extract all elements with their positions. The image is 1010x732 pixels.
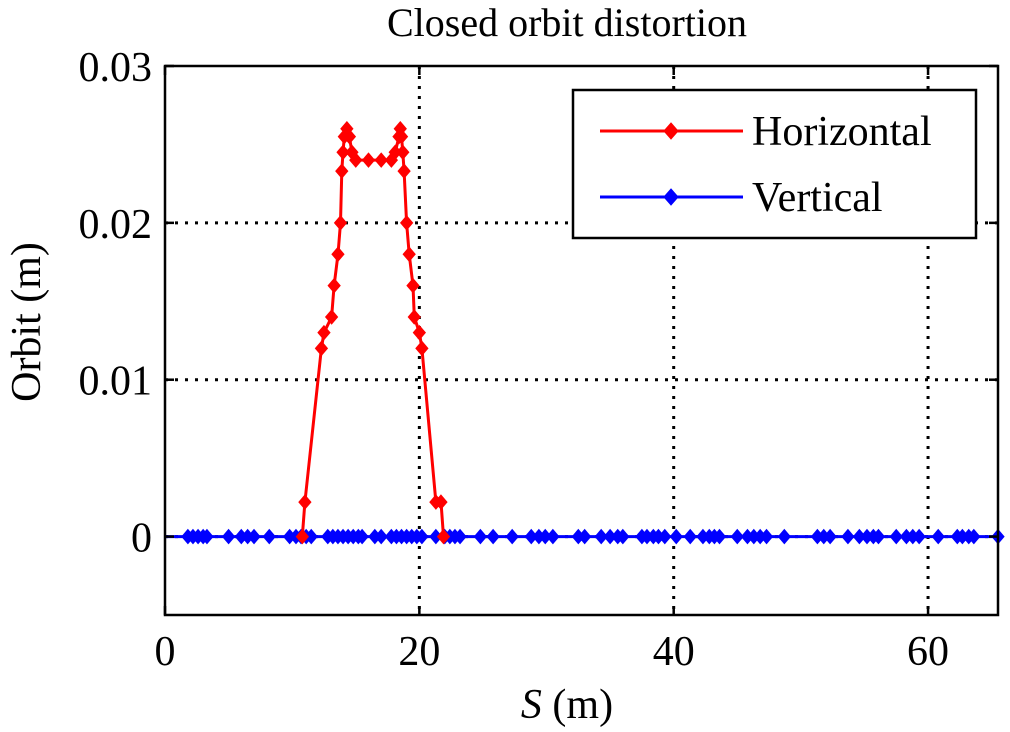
- x-tick-label: 20: [398, 629, 440, 675]
- x-tick-label: 40: [653, 629, 695, 675]
- data-point-horizontal: [434, 494, 448, 510]
- legend-marker-vertical: [663, 188, 679, 206]
- data-point-vertical: [823, 528, 837, 545]
- data-point-vertical: [473, 528, 488, 545]
- data-point-vertical: [247, 528, 261, 545]
- data-point-horizontal: [406, 277, 420, 294]
- data-point-vertical: [730, 528, 744, 545]
- data-point-horizontal: [336, 144, 350, 161]
- data-point-horizontal: [317, 324, 331, 341]
- data-point-vertical: [262, 528, 276, 545]
- y-tick-label: 0.03: [79, 45, 153, 91]
- data-point-horizontal: [361, 152, 376, 168]
- data-point-vertical: [967, 528, 981, 545]
- data-point-horizontal: [399, 215, 414, 231]
- data-point-vertical: [200, 528, 214, 545]
- series-layer: [165, 120, 1005, 545]
- data-point-vertical: [658, 528, 672, 545]
- data-point-horizontal: [407, 309, 421, 325]
- legend-label-vertical: Vertical: [752, 175, 883, 221]
- y-axis-label: Orbit (m): [4, 242, 50, 402]
- legend-label-horizontal: Horizontal: [752, 109, 932, 155]
- x-axis-variable: S: [521, 682, 542, 728]
- data-point-vertical: [889, 528, 903, 545]
- data-point-horizontal: [295, 528, 310, 545]
- axis-ticks: [163, 64, 998, 615]
- legend-marker-horizontal: [663, 122, 679, 140]
- data-point-horizontal: [342, 128, 357, 145]
- data-point-horizontal: [397, 163, 411, 179]
- chart-title: Closed orbit distortion: [387, 0, 747, 45]
- data-point-vertical: [841, 528, 855, 545]
- data-point-horizontal: [349, 152, 363, 168]
- data-point-vertical: [486, 528, 500, 545]
- data-point-horizontal: [374, 152, 388, 168]
- data-point-vertical: [931, 528, 945, 545]
- data-point-horizontal: [402, 246, 416, 262]
- plot-frame: [163, 64, 1000, 617]
- data-point-vertical: [594, 528, 608, 545]
- data-point-horizontal: [394, 128, 409, 145]
- data-point-vertical: [669, 528, 683, 545]
- data-point-horizontal: [333, 215, 348, 231]
- data-point-horizontal: [415, 340, 429, 357]
- data-point-horizontal: [298, 494, 312, 510]
- data-point-horizontal: [436, 528, 451, 545]
- data-point-horizontal: [396, 144, 410, 161]
- data-point-horizontal: [335, 163, 349, 179]
- data-point-vertical: [616, 528, 630, 545]
- data-point-vertical: [546, 528, 560, 545]
- x-axis-unit: (m): [542, 682, 613, 728]
- x-tick-label: 0: [155, 629, 176, 675]
- data-point-horizontal: [324, 309, 339, 325]
- legend-box: [571, 88, 978, 240]
- data-point-vertical: [759, 528, 774, 545]
- data-point-vertical: [683, 528, 697, 545]
- data-point-vertical: [712, 528, 727, 545]
- data-point-horizontal: [412, 324, 427, 341]
- tick-labels: 0 20 40 60 0 0.01 0.02 0.03: [79, 45, 950, 675]
- y-tick-label: 0: [131, 516, 152, 562]
- data-point-vertical: [578, 528, 592, 545]
- y-tick-label: 0.01: [79, 359, 153, 405]
- data-point-vertical: [871, 528, 886, 545]
- data-point-vertical: [221, 528, 236, 545]
- data-point-vertical: [374, 528, 388, 545]
- data-point-vertical: [304, 528, 318, 545]
- data-point-horizontal: [314, 340, 329, 357]
- x-axis-label: S (m): [521, 682, 613, 728]
- data-point-vertical: [355, 528, 369, 545]
- data-point-horizontal: [331, 246, 345, 262]
- data-point-vertical: [777, 528, 792, 545]
- data-point-vertical: [912, 528, 926, 545]
- x-tick-label: 60: [907, 629, 949, 675]
- data-point-horizontal: [327, 277, 341, 294]
- data-point-vertical: [453, 528, 467, 545]
- data-point-vertical: [505, 528, 519, 545]
- data-point-vertical: [415, 528, 429, 545]
- y-tick-label: 0.02: [79, 202, 153, 248]
- legend: Horizontal Vertical: [571, 88, 978, 240]
